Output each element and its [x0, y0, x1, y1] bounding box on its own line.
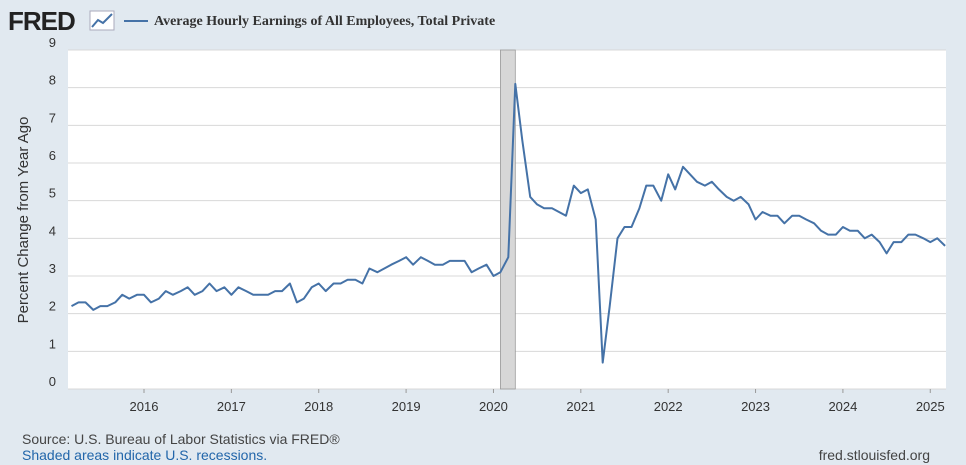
y-tick-label: 0	[49, 374, 56, 389]
y-tick-label: 5	[49, 186, 56, 201]
x-tick-label: 2024	[828, 399, 857, 414]
x-tick-label: 2018	[304, 399, 333, 414]
series-line	[71, 82, 946, 364]
x-tick-label: 2019	[392, 399, 421, 414]
y-tick-label: 9	[49, 35, 56, 50]
y-tick-label: 1	[49, 336, 56, 351]
logo-icon	[89, 10, 115, 31]
y-tick-label: 4	[49, 223, 56, 238]
x-tick-label: 2023	[741, 399, 770, 414]
logo: FRED	[8, 6, 75, 36]
recession-note: Shaded areas indicate U.S. recessions.	[22, 447, 267, 463]
legend-label: Average Hourly Earnings of All Employees…	[154, 14, 495, 29]
x-tick-label: 2017	[217, 399, 246, 414]
credit: fred.stlouisfed.org	[819, 447, 930, 463]
x-tick-label: 2022	[654, 399, 683, 414]
y-tick-label: 8	[49, 73, 56, 88]
y-tick-label: 6	[49, 148, 56, 163]
x-tick-label: 2016	[130, 399, 159, 414]
recession-shade	[500, 49, 516, 390]
y-axis-label: Percent Change from Year Ago	[15, 117, 32, 324]
x-tick-label: 2025	[916, 399, 945, 414]
source: Source: U.S. Bureau of Labor Statistics …	[22, 431, 340, 447]
y-tick-label: 7	[49, 110, 56, 125]
y-tick-label: 2	[49, 299, 56, 314]
y-tick-label: 3	[49, 261, 56, 276]
x-tick-label: 2021	[566, 399, 595, 414]
x-tick-label: 2020	[479, 399, 508, 414]
